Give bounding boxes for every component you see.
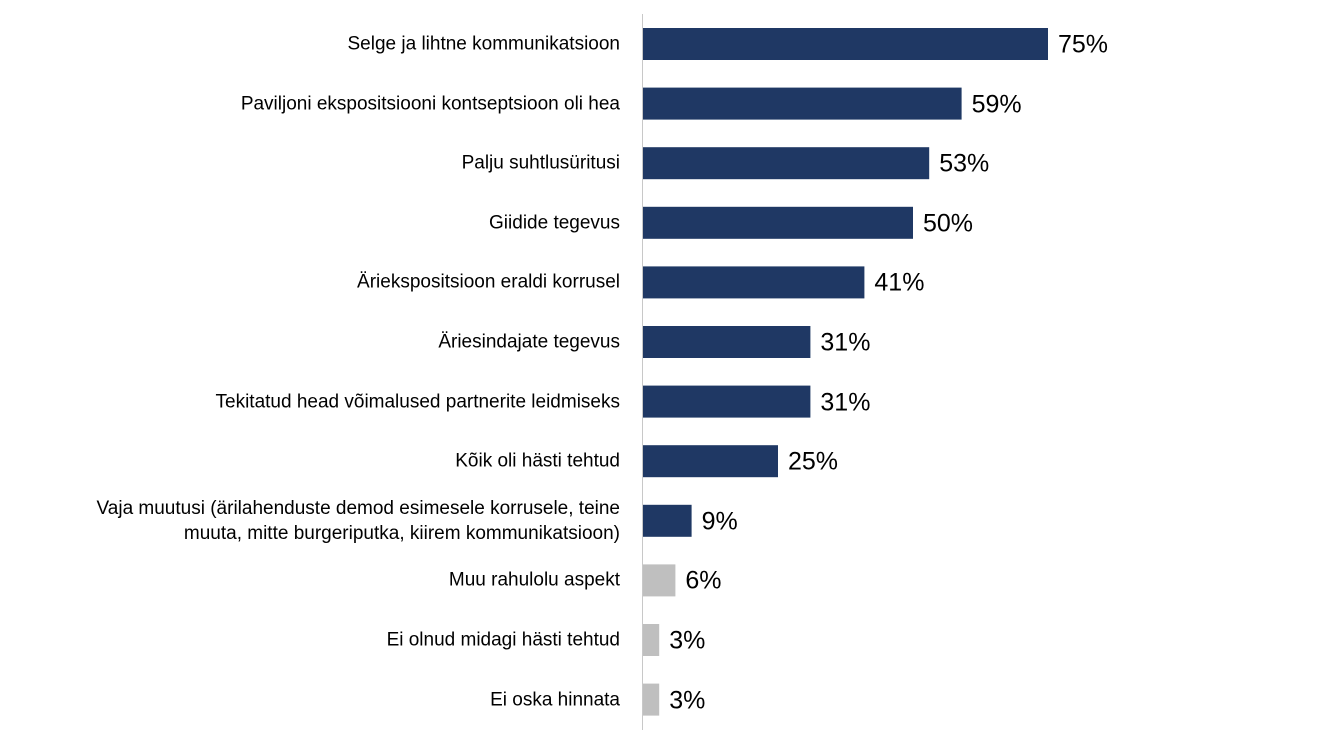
value-label: 53% bbox=[939, 149, 990, 178]
value-label: 75% bbox=[1058, 30, 1109, 59]
bar bbox=[643, 206, 913, 239]
category-label: Vaja muutusi (ärilahenduste demod esimes… bbox=[96, 497, 620, 544]
value-label: 25% bbox=[788, 447, 839, 476]
value-label: 3% bbox=[669, 626, 706, 655]
category-label: Giidide tegevus bbox=[489, 212, 620, 234]
value-label: 9% bbox=[701, 507, 738, 536]
value-label: 3% bbox=[669, 686, 706, 715]
category-label: Selge ja lihtne kommunikatsioon bbox=[347, 33, 621, 55]
category-label: Äriesindajate tegevus bbox=[438, 331, 620, 353]
bar bbox=[643, 87, 962, 120]
bar bbox=[643, 385, 811, 418]
category-label: Äriekspositsioon eraldi korrusel bbox=[357, 271, 620, 293]
bar bbox=[643, 326, 811, 358]
category-label: Kõik oli hästi tehtud bbox=[455, 450, 620, 472]
bar bbox=[643, 147, 930, 180]
bar bbox=[643, 266, 865, 299]
bar bbox=[643, 683, 660, 716]
category-label: Ei oska hinnata bbox=[490, 689, 620, 711]
category-label: Paviljoni ekspositsiooni kontseptsioon o… bbox=[240, 93, 620, 115]
category-label: Ei olnud midagi hästi tehtud bbox=[386, 629, 620, 651]
bar bbox=[643, 504, 692, 537]
bar bbox=[643, 445, 778, 478]
bar bbox=[643, 28, 1048, 60]
category-label: Tekitatud head võimalused partnerite lei… bbox=[215, 391, 621, 413]
value-label: 50% bbox=[923, 209, 974, 238]
category-label: Muu rahulolu aspekt bbox=[448, 569, 620, 591]
value-label: 59% bbox=[971, 90, 1022, 119]
value-label: 31% bbox=[820, 388, 871, 417]
category-label: Palju suhtlusüritusi bbox=[461, 152, 620, 174]
bar bbox=[643, 564, 676, 597]
value-label: 41% bbox=[874, 268, 925, 297]
value-label: 31% bbox=[820, 328, 871, 357]
bar bbox=[643, 624, 660, 656]
value-label: 6% bbox=[685, 566, 722, 595]
